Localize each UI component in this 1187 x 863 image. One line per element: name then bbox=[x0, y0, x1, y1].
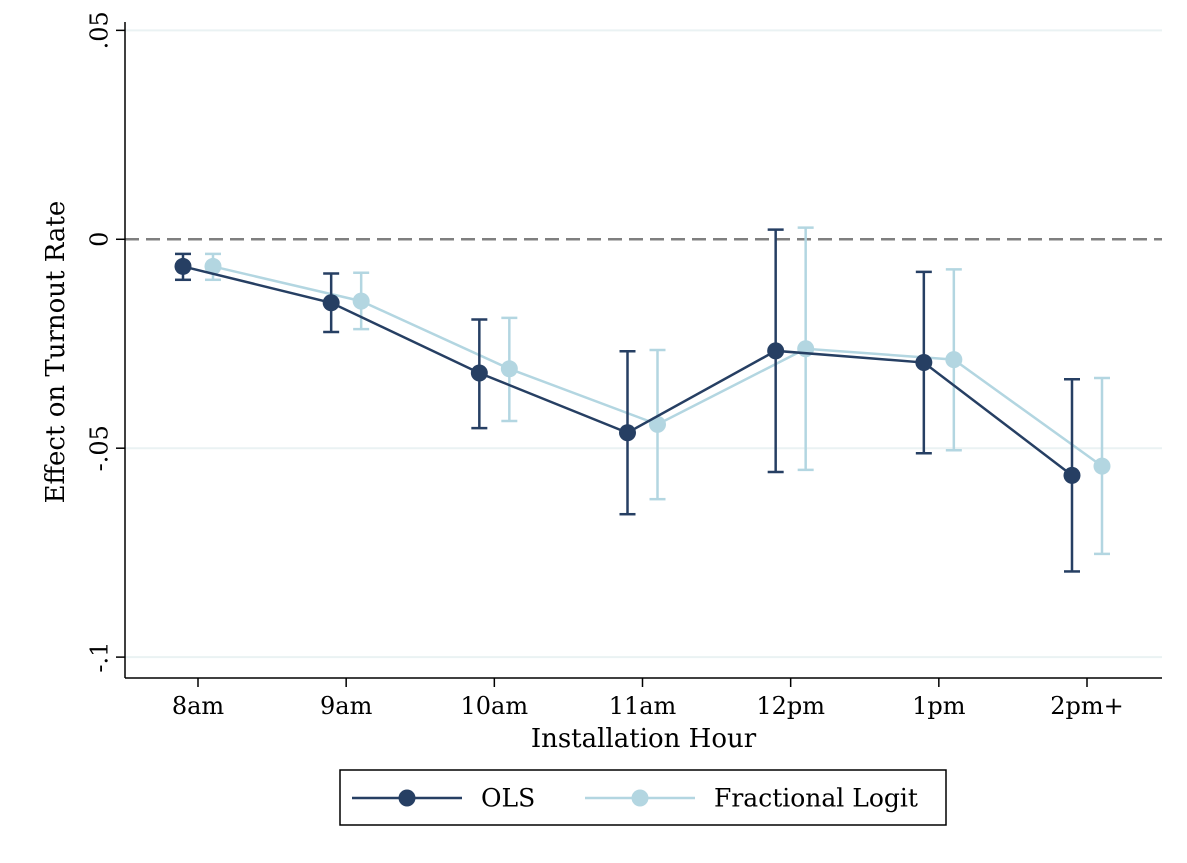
legend-item: OLS bbox=[352, 784, 535, 813]
data-point bbox=[1063, 466, 1081, 484]
data-point bbox=[322, 294, 340, 312]
grid-layer bbox=[125, 29, 1162, 659]
data-point bbox=[204, 257, 222, 275]
y-tick-label: 0 bbox=[85, 232, 113, 247]
x-tick-label: 9am bbox=[320, 692, 373, 720]
legend-swatch-marker bbox=[631, 789, 649, 807]
data-point bbox=[174, 257, 192, 275]
data-point bbox=[915, 354, 933, 372]
x-tick-label: 10am bbox=[461, 692, 529, 720]
legend-swatch-marker bbox=[398, 789, 416, 807]
axes-layer: .05 0 -.05 -.1 8am 9am 10am 11am 12pm 1pm 2pm+ bbox=[85, 11, 1162, 720]
data-point bbox=[767, 342, 785, 360]
data-point bbox=[619, 424, 636, 442]
series-ols bbox=[174, 228, 1081, 573]
data-point bbox=[500, 360, 518, 378]
legend-label: OLS bbox=[481, 784, 535, 813]
series-layer bbox=[174, 226, 1111, 573]
x-tick-label: 8am bbox=[172, 692, 225, 720]
y-tick-label: -.1 bbox=[85, 642, 113, 673]
x-axis-title: Installation Hour bbox=[531, 724, 757, 754]
data-point bbox=[1093, 457, 1111, 475]
x-tick-label: 12pm bbox=[756, 692, 825, 720]
data-point bbox=[649, 415, 666, 433]
y-axis-title: Effect on Turnout Rate bbox=[41, 201, 71, 504]
y-tick-label: .05 bbox=[85, 11, 113, 49]
x-tick-label: 1pm bbox=[912, 692, 966, 720]
legend-label: Fractional Logit bbox=[714, 784, 918, 813]
series-fractional-logit bbox=[204, 226, 1111, 556]
data-point bbox=[352, 292, 370, 310]
data-point bbox=[470, 364, 488, 382]
data-point bbox=[945, 351, 963, 369]
legend-item: Fractional Logit bbox=[585, 784, 918, 813]
x-tick-label: 2pm+ bbox=[1050, 692, 1124, 720]
y-tick-label: -.05 bbox=[85, 425, 113, 471]
x-tick-label: 11am bbox=[609, 692, 677, 720]
legend: OLS Fractional Logit bbox=[339, 769, 947, 826]
